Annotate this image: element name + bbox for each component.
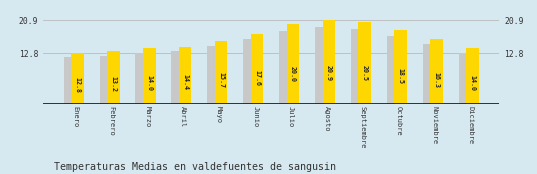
Bar — [251, 34, 263, 104]
Bar — [430, 39, 443, 104]
Bar — [315, 27, 325, 104]
Bar — [466, 48, 478, 104]
Text: 18.5: 18.5 — [397, 68, 404, 84]
Bar — [71, 53, 84, 104]
Bar — [215, 41, 227, 104]
Bar — [351, 29, 361, 104]
Bar — [287, 24, 299, 104]
Bar — [423, 44, 433, 104]
Text: 20.0: 20.0 — [290, 66, 296, 82]
Bar — [171, 51, 182, 104]
Text: 14.0: 14.0 — [146, 75, 153, 91]
Text: 14.0: 14.0 — [469, 75, 475, 91]
Bar — [279, 30, 289, 104]
Text: 15.7: 15.7 — [218, 72, 224, 88]
Bar — [64, 57, 74, 104]
Bar — [323, 21, 335, 104]
Bar — [387, 36, 397, 104]
Bar — [99, 56, 110, 104]
Bar — [107, 51, 120, 104]
Text: 16.3: 16.3 — [433, 72, 439, 88]
Text: 20.9: 20.9 — [326, 65, 332, 81]
Text: 12.8: 12.8 — [75, 77, 81, 93]
Bar — [394, 30, 407, 104]
Text: 13.2: 13.2 — [111, 76, 117, 92]
Text: Temperaturas Medias en valdefuentes de sangusin: Temperaturas Medias en valdefuentes de s… — [54, 162, 336, 172]
Text: 17.6: 17.6 — [254, 70, 260, 86]
Bar — [135, 53, 146, 104]
Text: 20.5: 20.5 — [362, 65, 368, 81]
Bar — [459, 53, 469, 104]
Bar — [243, 39, 253, 104]
Bar — [179, 47, 192, 104]
Bar — [358, 22, 371, 104]
Bar — [207, 46, 217, 104]
Bar — [143, 48, 156, 104]
Text: 14.4: 14.4 — [182, 74, 188, 90]
